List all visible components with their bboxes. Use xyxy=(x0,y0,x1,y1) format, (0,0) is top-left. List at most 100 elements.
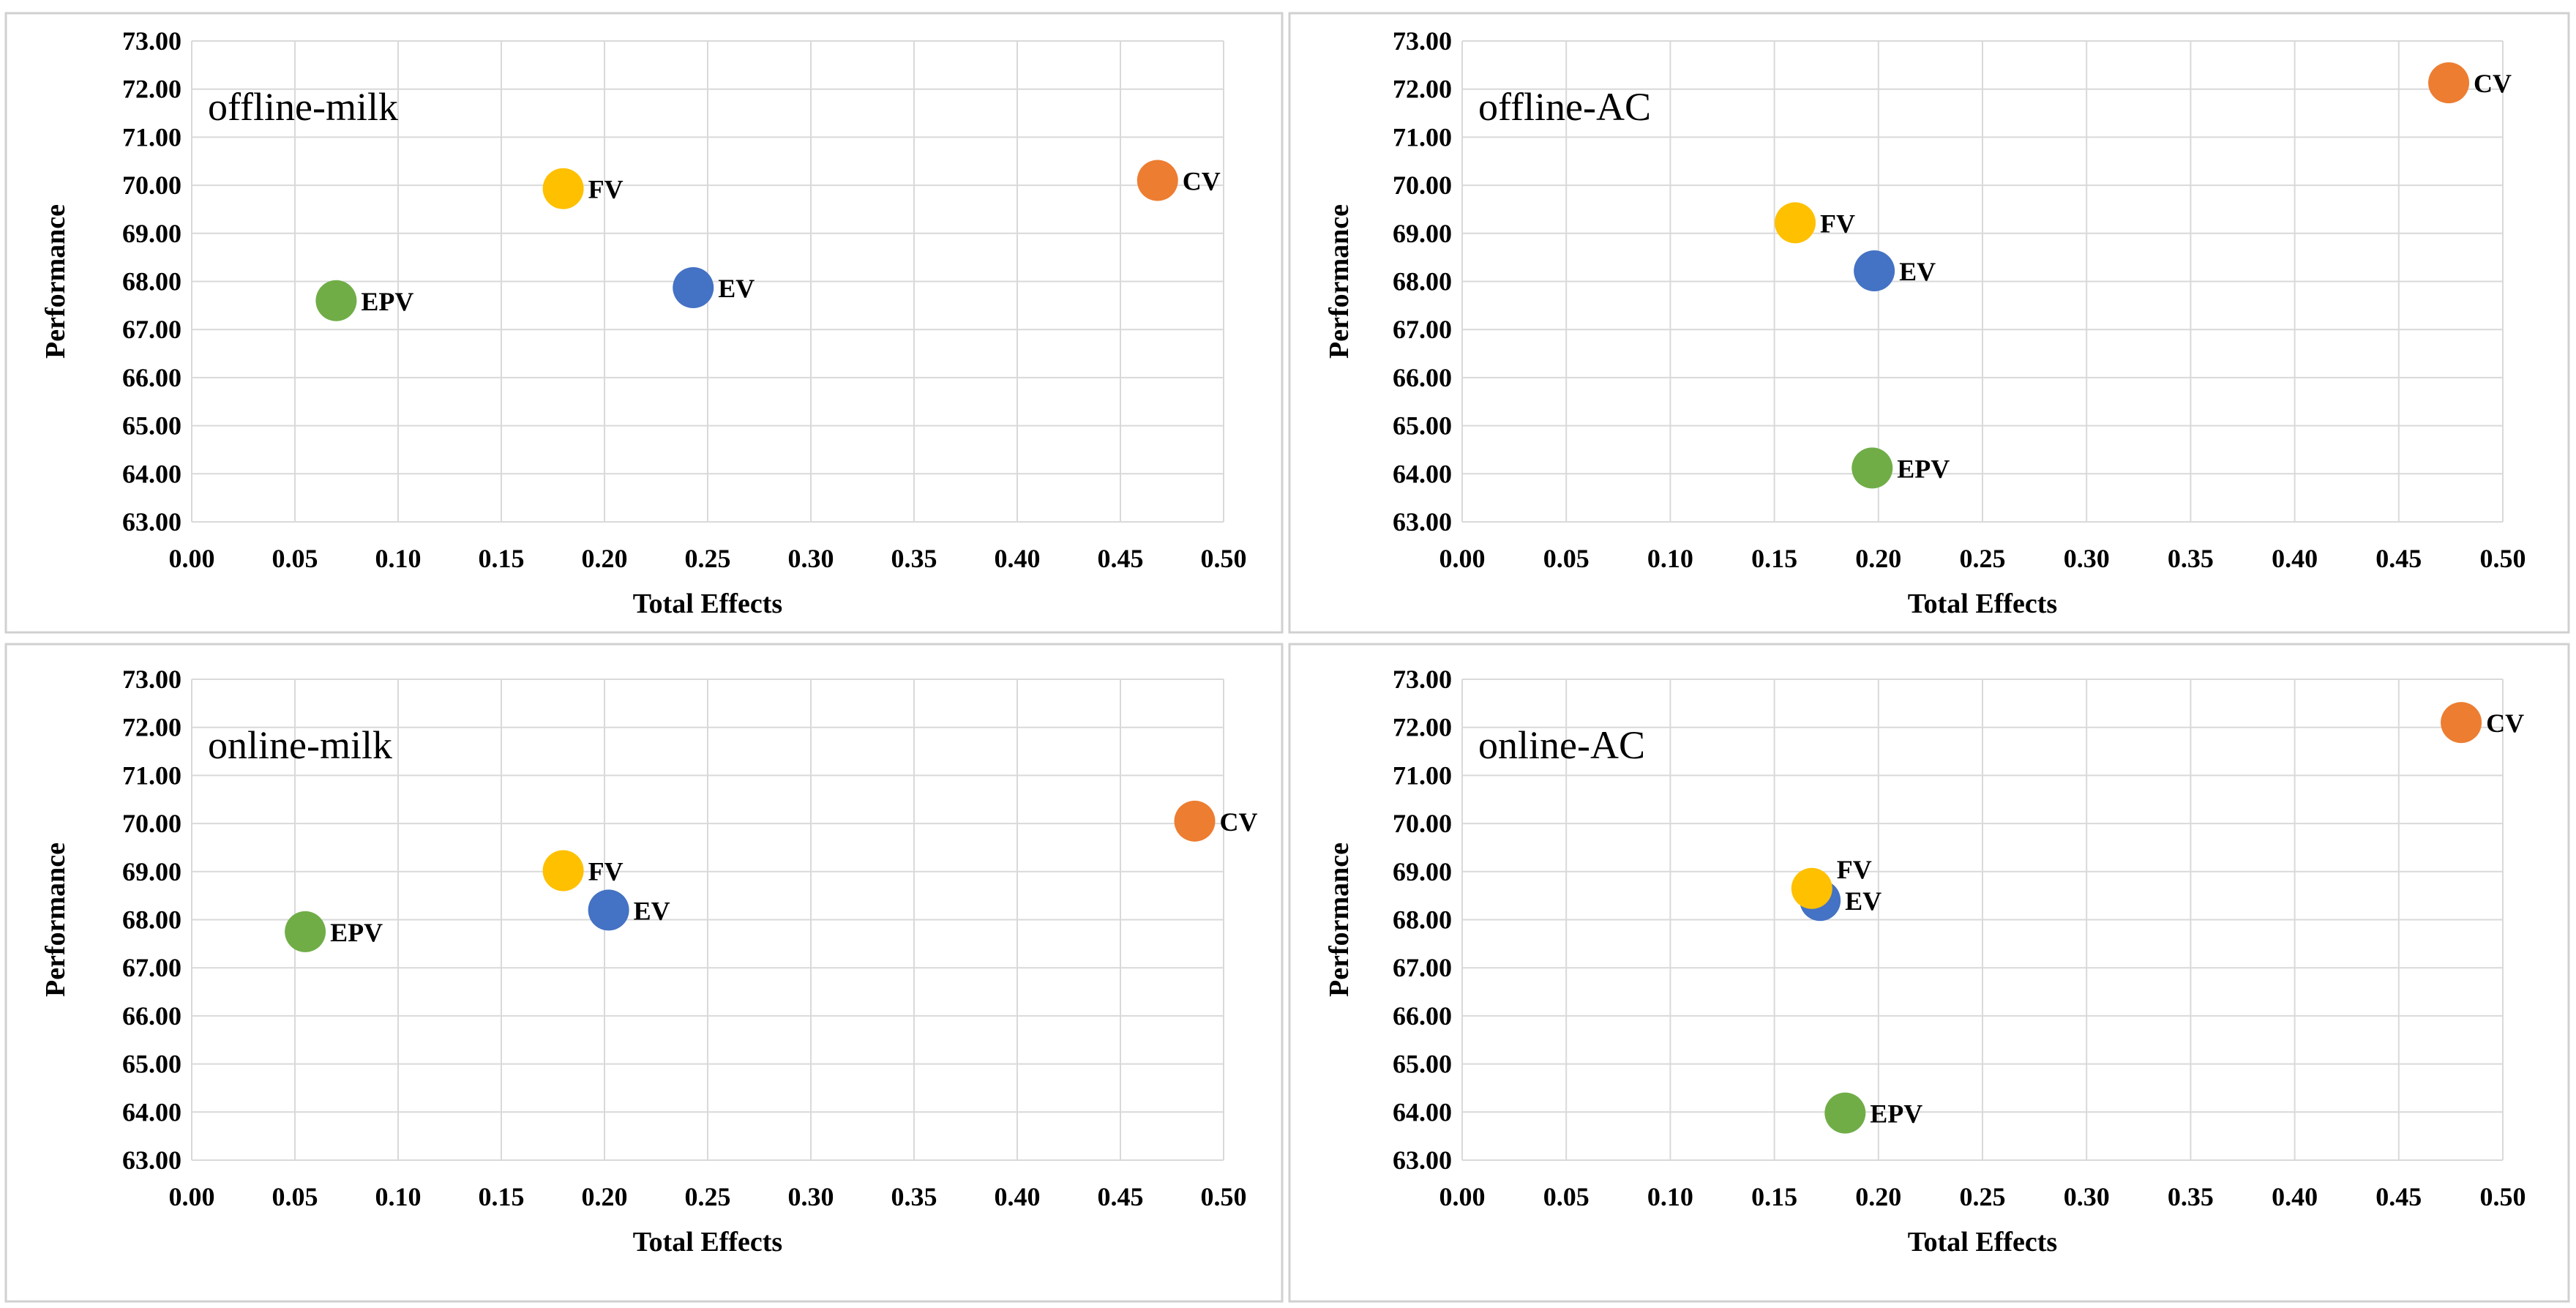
y-tick-label: 72.00 xyxy=(122,713,181,742)
y-tick-label: 66.00 xyxy=(1393,1001,1452,1031)
x-tick-label: 0.45 xyxy=(1098,544,1144,573)
point-label-ev: EV xyxy=(634,896,670,925)
point-label-ev: EV xyxy=(718,274,755,303)
y-tick-label: 66.00 xyxy=(122,1001,181,1031)
x-tick-label: 0.40 xyxy=(2272,1182,2318,1211)
x-tick-label: 0.20 xyxy=(1855,544,1901,573)
panel-title: online-AC xyxy=(1478,723,1645,767)
x-tick-label: 0.20 xyxy=(1855,1182,1901,1211)
x-tick-label: 0.05 xyxy=(1543,544,1590,573)
y-tick-label: 71.00 xyxy=(122,122,181,152)
point-label-cv: CV xyxy=(2474,69,2512,98)
y-tick-label: 69.00 xyxy=(122,857,181,886)
x-tick-label: 0.05 xyxy=(272,1182,318,1211)
y-tick-label: 66.00 xyxy=(1393,363,1452,392)
y-tick-label: 65.00 xyxy=(1393,1050,1452,1079)
x-tick-label: 0.50 xyxy=(2480,1182,2526,1211)
point-label-fv: FV xyxy=(1837,855,1872,884)
x-tick-label: 0.35 xyxy=(2168,1182,2214,1211)
panel-title: offline-AC xyxy=(1478,85,1651,129)
panel-title: online-milk xyxy=(208,723,392,767)
point-label-epv: EPV xyxy=(361,287,413,316)
y-tick-label: 65.00 xyxy=(122,1050,181,1079)
point-label-cv: CV xyxy=(1220,807,1258,837)
point-ev xyxy=(673,267,714,309)
x-tick-label: 0.20 xyxy=(582,1182,628,1211)
panel-title: offline-milk xyxy=(208,85,398,129)
chart-panel-offline-milk: 0.00 0.05 0.10 0.15 0.20 0.25 0.30 0.35 0.40 0.45… xyxy=(4,12,1284,634)
x-tick-label: 0.15 xyxy=(1751,1182,1797,1211)
chart-panel-offline-AC: 0.00 0.05 0.10 0.15 0.20 0.25 0.30 0.35 0.40 0.45… xyxy=(1288,12,2570,634)
y-tick-label: 70.00 xyxy=(122,171,181,200)
y-tick-label: 64.00 xyxy=(122,459,181,488)
y-tick-label: 65.00 xyxy=(1393,411,1452,441)
point-epv xyxy=(315,280,357,321)
y-tick-label: 71.00 xyxy=(122,760,181,790)
point-fv xyxy=(1791,867,1832,909)
x-tick-label: 0.25 xyxy=(685,1182,731,1211)
x-tick-label: 0.50 xyxy=(2480,544,2526,573)
x-tick-label: 0.25 xyxy=(685,544,731,573)
point-label-fv: FV xyxy=(588,175,624,204)
point-label-cv: CV xyxy=(1183,167,1221,196)
x-tick-label: 0.05 xyxy=(1543,1182,1590,1211)
y-tick-label: 72.00 xyxy=(122,75,181,104)
x-tick-label: 0.20 xyxy=(582,544,628,573)
y-tick-label: 64.00 xyxy=(122,1097,181,1126)
y-tick-label: 72.00 xyxy=(1393,75,1452,104)
x-axis-title: Total Effects xyxy=(1908,1227,2057,1257)
panel-border xyxy=(1288,12,2570,634)
y-tick-label: 67.00 xyxy=(122,953,181,982)
x-tick-label: 0.40 xyxy=(995,1182,1041,1211)
x-tick-label: 0.10 xyxy=(1647,1182,1693,1211)
x-tick-label: 0.10 xyxy=(375,544,422,573)
point-cv xyxy=(2428,62,2470,104)
point-cv xyxy=(2441,702,2482,744)
x-tick-label: 0.25 xyxy=(1960,1182,2006,1211)
x-tick-label: 0.30 xyxy=(2064,1182,2110,1211)
x-tick-label: 0.15 xyxy=(479,544,525,573)
point-label-ev: EV xyxy=(1845,886,1882,916)
x-tick-label: 0.50 xyxy=(1201,544,1247,573)
y-tick-label: 68.00 xyxy=(1393,267,1452,296)
x-axis-title: Total Effects xyxy=(633,588,782,619)
point-fv xyxy=(542,850,584,892)
y-tick-label: 68.00 xyxy=(122,905,181,935)
y-tick-label: 67.00 xyxy=(1393,953,1452,982)
y-tick-label: 71.00 xyxy=(1393,760,1452,790)
point-fv xyxy=(1775,202,1816,244)
point-epv xyxy=(1824,1092,1866,1134)
point-cv xyxy=(1137,160,1178,201)
x-tick-label: 0.00 xyxy=(1439,544,1486,573)
point-ev xyxy=(588,889,629,931)
y-tick-label: 63.00 xyxy=(122,1146,181,1175)
y-tick-label: 69.00 xyxy=(1393,857,1452,886)
y-tick-label: 64.00 xyxy=(1393,1097,1452,1126)
x-tick-label: 0.30 xyxy=(2064,544,2110,573)
y-tick-label: 63.00 xyxy=(122,507,181,537)
point-fv xyxy=(542,168,584,209)
x-tick-label: 0.15 xyxy=(479,1182,525,1211)
x-tick-label: 0.35 xyxy=(2168,544,2214,573)
point-label-ev: EV xyxy=(1899,257,1936,286)
y-tick-label: 67.00 xyxy=(1393,315,1452,344)
y-tick-label: 69.00 xyxy=(1393,219,1452,248)
x-tick-label: 0.30 xyxy=(788,544,834,573)
chart-panel-online-milk: 0.00 0.05 0.10 0.15 0.20 0.25 0.30 0.35 0.40 0.45… xyxy=(4,643,1284,1303)
x-tick-label: 0.10 xyxy=(1647,544,1693,573)
point-label-epv: EPV xyxy=(1897,454,1950,483)
y-tick-label: 70.00 xyxy=(122,809,181,838)
x-tick-label: 0.40 xyxy=(995,544,1041,573)
x-tick-label: 0.35 xyxy=(891,1182,937,1211)
y-tick-label: 65.00 xyxy=(122,411,181,441)
x-tick-label: 0.00 xyxy=(169,1182,215,1211)
y-tick-label: 73.00 xyxy=(122,26,181,56)
x-tick-label: 0.05 xyxy=(272,544,318,573)
y-tick-label: 73.00 xyxy=(1393,665,1452,694)
x-tick-label: 0.50 xyxy=(1201,1182,1247,1211)
point-label-fv: FV xyxy=(588,856,624,886)
point-label-cv: CV xyxy=(2486,709,2524,738)
point-cv xyxy=(1174,800,1216,842)
y-tick-label: 66.00 xyxy=(122,363,181,392)
y-axis-title: Performance xyxy=(1324,842,1355,997)
